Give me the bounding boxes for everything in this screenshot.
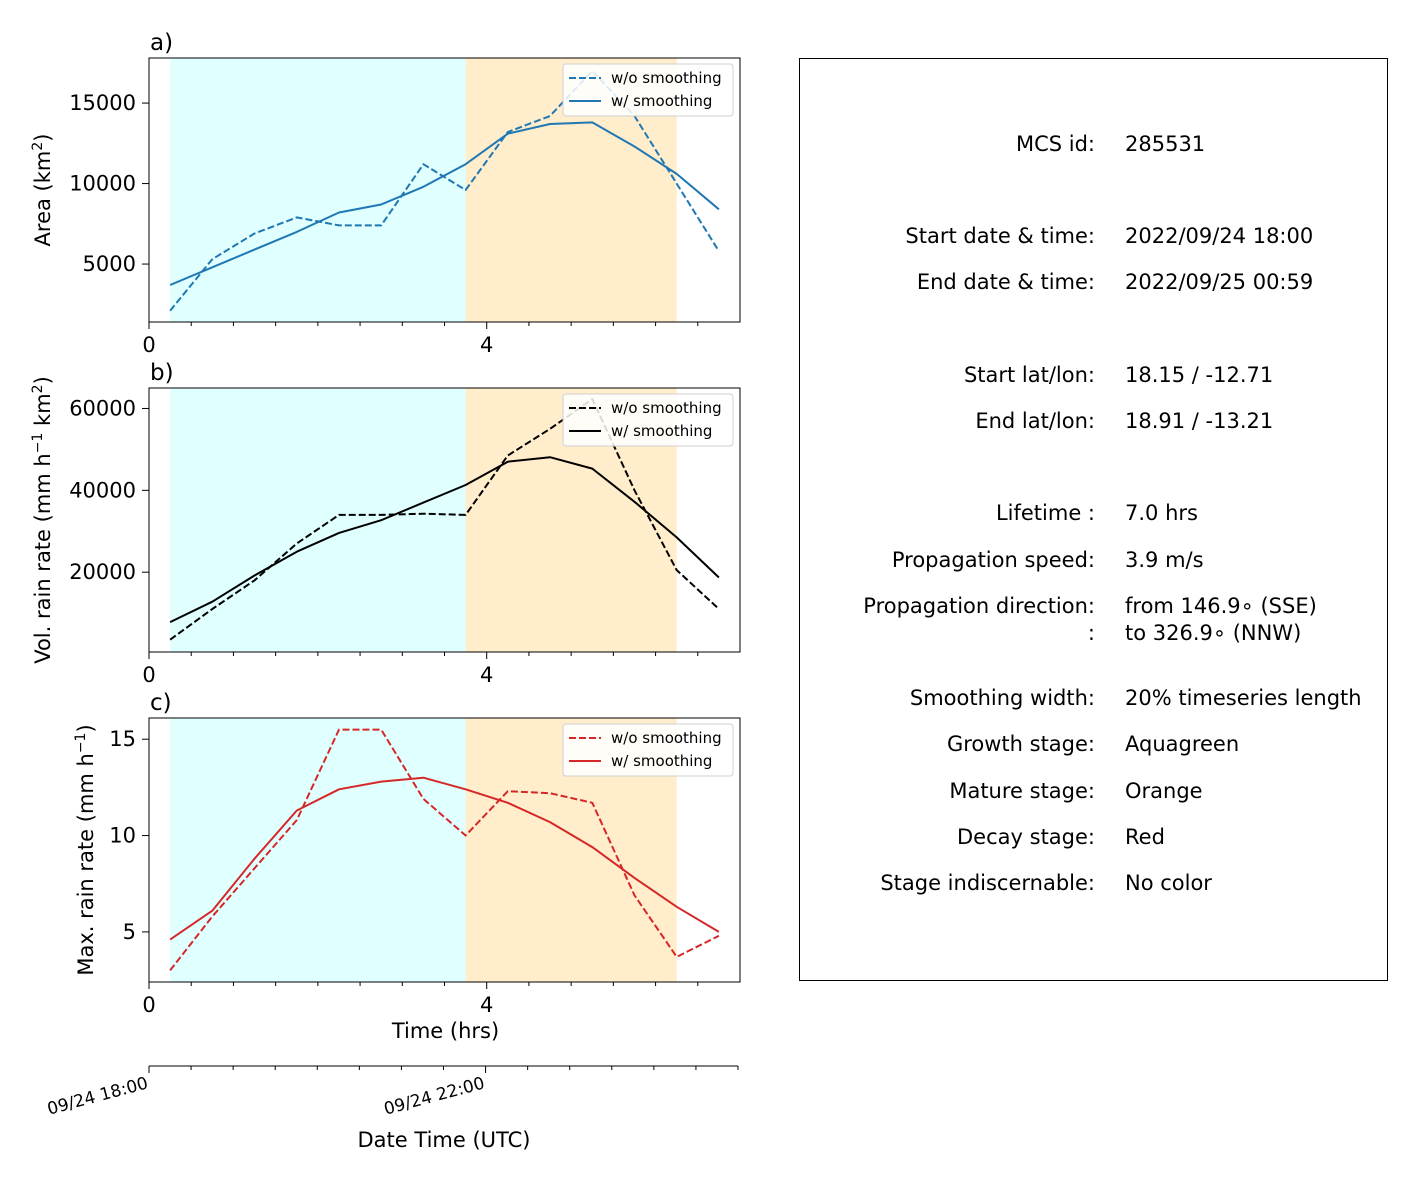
series-unsmoothed-line	[169, 728, 720, 972]
legend-box	[562, 723, 734, 777]
lifetime-value: 7.0 hrs	[1125, 501, 1198, 525]
date-axis-label: Date Time (UTC)	[358, 1128, 531, 1152]
x-tick-label: 0	[142, 333, 155, 357]
panel-label: c)	[150, 690, 172, 716]
panel-b: 0 4 20000 40000 60000 b) Vol. rain rate (mm h−…	[30, 360, 741, 687]
y-tick-label: 10	[109, 824, 136, 848]
end-latlon-label: End lat/lon:	[975, 409, 1095, 433]
legend-entry: w/o smoothing	[611, 399, 722, 417]
y-tick-label: 10000	[69, 172, 136, 196]
y-axis-label: Vol. rain rate (mm h−1 km2)	[30, 376, 55, 664]
x-tick-label: 0	[142, 993, 155, 1017]
direction-from-value: from 146.9∘ (SSE)	[1125, 594, 1317, 618]
legend: w/o smoothing w/ smoothing	[562, 393, 734, 447]
panel-a: 0 4 5000 10000 15000 a) Area (km2) w/o smoothin…	[30, 30, 741, 357]
start-datetime-value: 2022/09/24 18:00	[1125, 224, 1314, 248]
indiscernable-value: No color	[1125, 871, 1212, 895]
direction-label: Propagation direction:	[863, 594, 1095, 618]
growth-stage-span	[170, 58, 466, 322]
end-datetime-label: End date & time:	[916, 270, 1095, 294]
panel-label: b)	[150, 360, 174, 386]
y-tick-label: 20000	[69, 560, 136, 584]
series-smoothed-line	[169, 456, 720, 624]
end-datetime-value: 2022/09/25 00:59	[1125, 270, 1314, 294]
legend-box	[562, 63, 734, 117]
start-latlon-label: Start lat/lon:	[963, 363, 1095, 387]
x-axis-label: Time (hrs)	[391, 1019, 499, 1043]
legend-entry: w/o smoothing	[611, 729, 722, 747]
series-smoothed-line	[169, 121, 720, 286]
legend: w/o smoothing w/ smoothing	[562, 63, 734, 117]
date-tick-label: 09/24 22:00	[382, 1074, 487, 1120]
decay-label: Decay stage:	[957, 825, 1095, 849]
panel-c: 0 4 5 10 15 c) Max. rain rate (mm h−1) Time (hr…	[73, 690, 741, 1043]
growth-label: Growth stage:	[946, 732, 1095, 756]
lifetime-label: Lifetime :	[995, 501, 1095, 525]
mcs-id-value: 285531	[1125, 132, 1206, 156]
growth-stage-span	[170, 718, 466, 982]
series-unsmoothed-line	[169, 398, 720, 641]
panel-label: a)	[150, 30, 173, 56]
mature-label: Mature stage:	[949, 779, 1095, 803]
growth-stage-span	[170, 388, 466, 652]
legend: w/o smoothing w/ smoothing	[562, 723, 734, 777]
legend-entry: w/ smoothing	[611, 422, 712, 440]
date-tick-label: 09/24 18:00	[45, 1074, 150, 1120]
x-tick-label: 4	[480, 333, 493, 357]
x-tick-label: 0	[142, 663, 155, 687]
x-tick-label: 4	[480, 993, 493, 1017]
decay-value: Red	[1125, 825, 1165, 849]
legend-entry: w/o smoothing	[611, 69, 722, 87]
mcs-id-label: MCS id:	[1015, 132, 1095, 156]
direction-to-value: to 326.9∘ (NNW)	[1125, 621, 1302, 645]
y-tick-label: 60000	[69, 396, 136, 420]
speed-label: Propagation speed:	[891, 548, 1095, 572]
indiscernable-label: Stage indiscernable:	[880, 871, 1095, 895]
speed-value: 3.9 m/s	[1125, 548, 1204, 572]
end-latlon-value: 18.91 / -13.21	[1125, 409, 1274, 433]
legend-entry: w/ smoothing	[611, 752, 712, 770]
y-tick-label: 15	[109, 727, 136, 751]
y-axis-label: Max. rain rate (mm h−1)	[73, 724, 98, 975]
y-tick-label: 5000	[83, 252, 136, 276]
legend-entry: w/ smoothing	[611, 92, 712, 110]
smoothing-label: Smoothing width:	[909, 686, 1095, 710]
smoothing-value: 20% timeseries length	[1125, 686, 1362, 710]
y-tick-label: 15000	[69, 91, 136, 115]
direction-to-label: :	[1087, 621, 1095, 645]
mcs-info-panel: MCS id: 285531 Start date & time: 2022/0…	[799, 58, 1388, 981]
date-time-axis: 09/24 18:00 09/24 22:00 Date Time (UTC)	[45, 1065, 739, 1152]
y-tick-label: 40000	[69, 478, 136, 502]
growth-value: Aquagreen	[1125, 732, 1240, 756]
x-tick-label: 4	[480, 663, 493, 687]
series-smoothed-line	[169, 776, 720, 941]
mature-value: Orange	[1125, 779, 1203, 803]
y-axis-label: Area (km2)	[30, 134, 55, 247]
start-latlon-value: 18.15 / -12.71	[1125, 363, 1274, 387]
legend-box	[562, 393, 734, 447]
start-datetime-label: Start date & time:	[905, 224, 1095, 248]
y-tick-label: 5	[123, 920, 136, 944]
